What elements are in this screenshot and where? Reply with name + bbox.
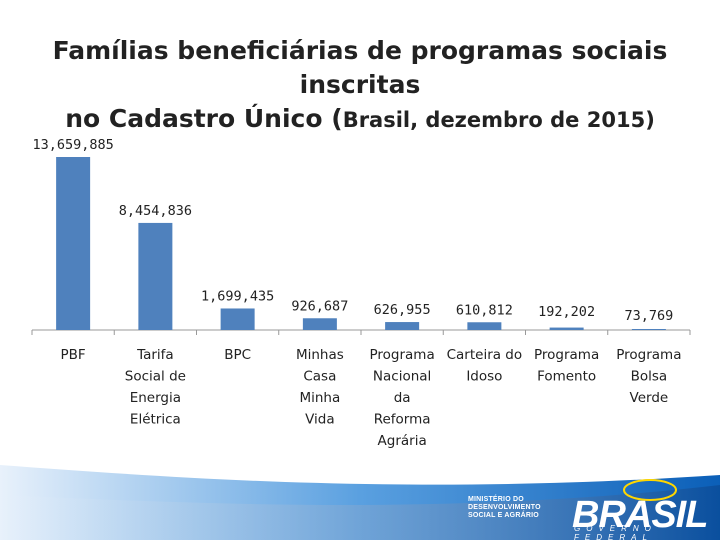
category-label: Vida bbox=[305, 412, 335, 428]
category-label: PBF bbox=[61, 347, 86, 363]
globe-emblem-icon bbox=[623, 479, 677, 501]
bar bbox=[56, 157, 91, 330]
title-line-1: Famílias beneficiárias de programas soci… bbox=[52, 36, 668, 99]
category-label: BPC bbox=[224, 347, 251, 363]
category-label: Reforma bbox=[374, 412, 431, 428]
title-line-2-bold: no Cadastro Único ( bbox=[65, 104, 343, 133]
chart-title: Famílias beneficiárias de programas soci… bbox=[0, 34, 720, 137]
category-label: Idoso bbox=[466, 369, 502, 385]
ministry-label: MINISTÉRIO DO DESENVOLVIMENTO SOCIAL E A… bbox=[468, 496, 564, 520]
data-label: 13,659,885 bbox=[32, 137, 113, 153]
category-label: Energia bbox=[130, 390, 181, 406]
bar bbox=[467, 322, 502, 330]
category-label: Programa bbox=[616, 347, 681, 363]
category-label: Programa bbox=[534, 347, 599, 363]
bar bbox=[138, 222, 173, 330]
title-line-2: no Cadastro Único (Brasil, dezembro de 2… bbox=[0, 102, 720, 137]
data-label: 192,202 bbox=[538, 304, 595, 320]
ministry-line-1: MINISTÉRIO DO bbox=[468, 496, 524, 503]
category-label: Verde bbox=[630, 390, 669, 406]
category-label: Tarifa bbox=[136, 347, 174, 363]
category-label: Fomento bbox=[537, 369, 596, 385]
ministry-line-3: SOCIAL E AGRÁRIO bbox=[468, 512, 539, 519]
category-label: da bbox=[394, 390, 411, 406]
category-label: Elétrica bbox=[130, 412, 181, 428]
category-label: Nacional bbox=[373, 369, 431, 385]
category-label: Minhas bbox=[296, 347, 344, 363]
bar bbox=[220, 308, 255, 330]
category-label: Carteira do bbox=[447, 347, 523, 363]
category-label: Casa bbox=[303, 369, 336, 385]
footer-wave bbox=[0, 465, 720, 540]
bar-chart: 13,659,885 PBF 8,454,836 Tarifa Social de Ene… bbox=[31, 137, 691, 449]
bar bbox=[385, 322, 420, 330]
bar bbox=[549, 327, 584, 330]
category-label: Bolsa bbox=[631, 369, 668, 385]
brand-logo: BRASIL bbox=[572, 494, 708, 536]
bar bbox=[631, 329, 666, 330]
category-label: Agrária bbox=[378, 433, 427, 449]
data-label: 1,699,435 bbox=[201, 288, 274, 304]
bar bbox=[302, 318, 337, 330]
data-label: 73,769 bbox=[624, 308, 673, 324]
title-line-2-rest: Brasil, dezembro de 2015) bbox=[342, 108, 655, 132]
category-label: Minha bbox=[299, 390, 340, 406]
category-label: Programa bbox=[370, 347, 435, 363]
brand-subtitle: GOVERNO FEDERAL bbox=[574, 524, 657, 542]
category-label: Social de bbox=[125, 369, 186, 385]
ministry-line-2: DESENVOLVIMENTO bbox=[468, 504, 541, 511]
wave-dark bbox=[0, 485, 720, 540]
data-label: 626,955 bbox=[374, 302, 431, 318]
data-label: 926,687 bbox=[291, 298, 348, 314]
data-label: 8,454,836 bbox=[119, 203, 192, 219]
data-label: 610,812 bbox=[456, 302, 513, 318]
